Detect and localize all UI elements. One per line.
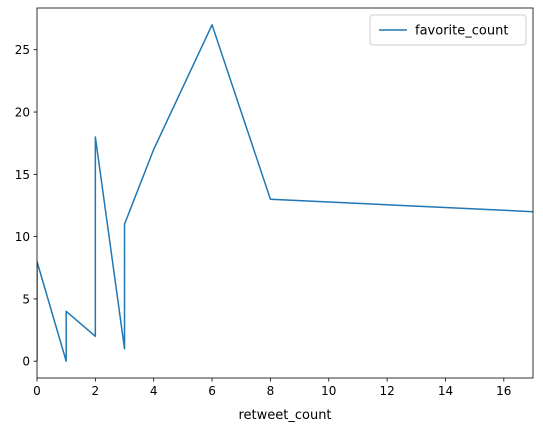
legend-label: favorite_count bbox=[415, 24, 508, 39]
y-tick-label: 10 bbox=[15, 230, 30, 244]
legend: favorite_count bbox=[369, 14, 527, 46]
x-tick-label: 4 bbox=[150, 384, 158, 398]
y-tick-label: 20 bbox=[15, 106, 30, 120]
x-tick-label: 10 bbox=[321, 384, 336, 398]
y-tick-label: 25 bbox=[15, 43, 30, 57]
y-tick-label: 0 bbox=[22, 355, 30, 369]
legend-box bbox=[369, 14, 527, 46]
x-tick-label: 14 bbox=[438, 384, 453, 398]
x-tick-label: 0 bbox=[33, 384, 41, 398]
x-tick-label: 2 bbox=[92, 384, 100, 398]
x-axis-label: retweet_count bbox=[238, 408, 331, 423]
x-tick-label: 6 bbox=[208, 384, 216, 398]
x-tick-label: 8 bbox=[267, 384, 275, 398]
y-tick-label: 5 bbox=[22, 292, 30, 306]
axes-frame bbox=[36, 7, 534, 379]
series-line-favorite_count bbox=[37, 24, 533, 362]
x-tick-label: 16 bbox=[496, 384, 511, 398]
y-tick-label: 15 bbox=[15, 168, 30, 182]
plot-area bbox=[36, 7, 534, 379]
x-tick-label: 12 bbox=[379, 384, 394, 398]
axis-ticks: 0 2 4 6 8 10 12 14 16 0 5 10 15 20 25 bbox=[15, 43, 512, 398]
